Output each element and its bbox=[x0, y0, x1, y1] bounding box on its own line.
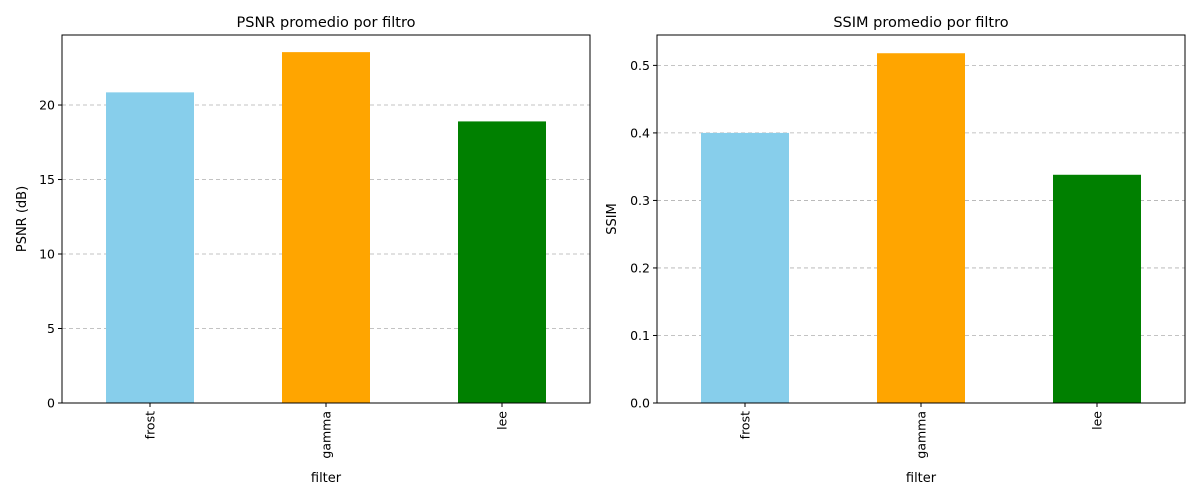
x-tick-label: lee bbox=[1090, 411, 1105, 430]
y-tick-label: 20 bbox=[39, 98, 55, 113]
y-tick-label: 5 bbox=[47, 321, 55, 336]
x-tick-label: gamma bbox=[914, 411, 929, 459]
x-tick-label: frost bbox=[738, 411, 753, 439]
y-tick-label: 0.2 bbox=[630, 260, 650, 275]
x-axis-label: filter bbox=[311, 471, 342, 486]
chart-title: PSNR promedio por filtro bbox=[237, 15, 416, 31]
x-tick-label: lee bbox=[495, 411, 510, 430]
y-tick-label: 15 bbox=[39, 172, 55, 187]
y-tick-label: 0.3 bbox=[630, 193, 650, 208]
y-tick-label: 0.5 bbox=[630, 58, 650, 73]
y-tick-label: 0.0 bbox=[630, 396, 650, 411]
bars bbox=[106, 52, 546, 403]
y-axis-label: SSIM bbox=[605, 203, 620, 235]
bar-gamma bbox=[877, 53, 965, 403]
y-tick-label: 0.4 bbox=[630, 125, 650, 140]
x-tick-label: gamma bbox=[319, 411, 334, 459]
bar-frost bbox=[701, 132, 789, 403]
ssim-chart: SSIM promedio por filtro 0.0 0.1 0.2 0.3 0.4… bbox=[605, 15, 1186, 486]
bar-gamma bbox=[282, 52, 370, 403]
y-tick-label: 10 bbox=[39, 247, 55, 262]
y-axis-ticks: 0.0 0.1 0.2 0.3 0.4 0.5 bbox=[630, 58, 657, 411]
bar-lee bbox=[1053, 174, 1141, 403]
y-axis-label: PSNR (dB) bbox=[15, 186, 30, 252]
psnr-chart: PSNR promedio por filtro 0 5 10 15 20 frost g… bbox=[15, 15, 591, 486]
y-tick-label: 0 bbox=[47, 396, 55, 411]
chart-title: SSIM promedio por filtro bbox=[833, 15, 1008, 31]
x-axis-ticks: frost gamma lee bbox=[143, 403, 510, 459]
x-axis-label: filter bbox=[906, 471, 937, 486]
bars bbox=[701, 53, 1141, 403]
y-axis-ticks: 0 5 10 15 20 bbox=[39, 98, 62, 411]
bar-frost bbox=[106, 92, 194, 403]
x-axis-ticks: frost gamma lee bbox=[738, 403, 1105, 459]
y-tick-label: 0.1 bbox=[630, 328, 650, 343]
bar-lee bbox=[458, 121, 546, 403]
x-tick-label: frost bbox=[143, 411, 158, 439]
